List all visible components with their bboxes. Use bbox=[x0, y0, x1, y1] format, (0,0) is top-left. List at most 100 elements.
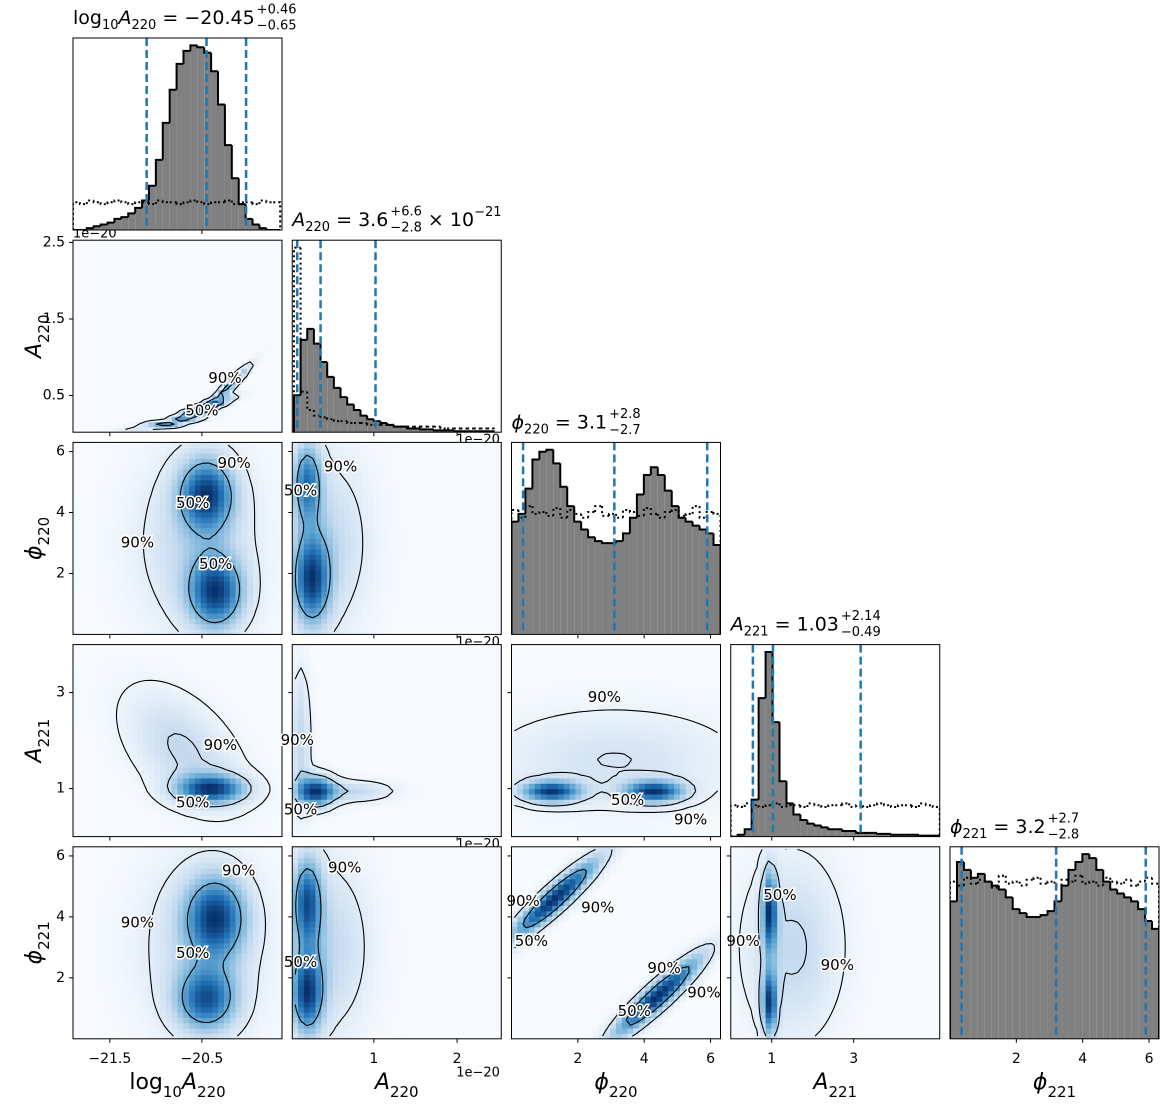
density-cell bbox=[148, 713, 155, 720]
density-cell bbox=[131, 490, 138, 497]
density-cell bbox=[218, 629, 225, 635]
density-cell bbox=[154, 479, 161, 486]
density-cell bbox=[258, 490, 266, 497]
density-cell bbox=[102, 618, 109, 625]
density-cell bbox=[189, 293, 196, 300]
density-cell bbox=[373, 511, 380, 518]
density-cell bbox=[270, 506, 277, 513]
hist-outline bbox=[778, 722, 787, 783]
density-cell bbox=[125, 618, 132, 625]
density-cell bbox=[247, 314, 254, 321]
density-cell bbox=[356, 618, 363, 625]
hist-bar bbox=[1012, 909, 1020, 1039]
density-cell bbox=[136, 554, 144, 561]
density-cell bbox=[160, 554, 167, 561]
density-cell bbox=[327, 538, 334, 545]
density-cell bbox=[419, 570, 427, 577]
density-cell bbox=[148, 554, 155, 561]
density-cell bbox=[258, 394, 266, 401]
density-cell bbox=[276, 277, 283, 284]
density-cell bbox=[84, 426, 91, 433]
hist-outline bbox=[352, 404, 361, 412]
density-cell bbox=[252, 565, 260, 571]
density-cell bbox=[189, 511, 196, 518]
density-cell bbox=[235, 527, 242, 534]
prior-step bbox=[910, 805, 919, 809]
density-cell bbox=[356, 602, 363, 609]
density-cell bbox=[350, 442, 357, 449]
density-cell bbox=[148, 825, 155, 832]
prior-step bbox=[210, 201, 219, 205]
density-cell bbox=[258, 527, 266, 534]
density-cell bbox=[478, 581, 485, 587]
density-cell bbox=[241, 298, 248, 305]
hist-bar bbox=[413, 428, 421, 433]
density-cell bbox=[154, 501, 161, 507]
density-cell bbox=[165, 591, 173, 598]
density-cell bbox=[385, 570, 392, 577]
hist-outline bbox=[92, 225, 101, 229]
density-cell bbox=[206, 527, 213, 534]
density-cell bbox=[200, 623, 208, 630]
density-cell bbox=[425, 559, 433, 566]
density-cell bbox=[160, 517, 167, 523]
density-cell bbox=[402, 479, 409, 486]
density-cell bbox=[113, 336, 120, 343]
density-cell bbox=[460, 597, 467, 603]
density-cell bbox=[189, 272, 196, 279]
density-cell bbox=[84, 272, 91, 279]
density-cell bbox=[90, 761, 97, 768]
density-cell bbox=[177, 309, 184, 316]
density-cell bbox=[270, 357, 277, 364]
prior-step bbox=[889, 805, 898, 809]
hist-outline bbox=[1074, 861, 1083, 870]
hist-outline bbox=[1011, 897, 1020, 911]
density-cell bbox=[189, 469, 196, 475]
density-cell bbox=[84, 325, 91, 332]
density-cell bbox=[78, 687, 86, 694]
density-cell bbox=[165, 373, 173, 380]
density-cell bbox=[344, 623, 351, 630]
density-cell bbox=[78, 708, 86, 715]
density-cell bbox=[177, 591, 184, 598]
density-cell bbox=[218, 543, 225, 550]
density-cell bbox=[454, 527, 462, 534]
density-cell bbox=[356, 623, 363, 630]
density-cell bbox=[96, 506, 103, 513]
density-cell bbox=[154, 629, 161, 635]
density-cell bbox=[419, 463, 427, 470]
density-cell bbox=[489, 543, 496, 550]
density-cell bbox=[235, 485, 242, 491]
density-cell bbox=[102, 304, 109, 311]
density-cell bbox=[218, 485, 225, 491]
density-cell bbox=[385, 581, 392, 587]
density-cell bbox=[73, 495, 80, 502]
density-cell bbox=[212, 362, 219, 369]
density-cell bbox=[107, 618, 115, 625]
density-cell bbox=[171, 368, 178, 375]
hist-outline bbox=[635, 493, 644, 518]
density-cell bbox=[431, 533, 438, 539]
density-cell bbox=[113, 777, 120, 784]
density-cell bbox=[131, 697, 138, 704]
density-cell bbox=[107, 724, 115, 731]
density-cell bbox=[119, 713, 126, 720]
density-cell bbox=[119, 697, 126, 704]
density-cell bbox=[125, 613, 132, 619]
density-cell bbox=[258, 325, 266, 332]
density-cell bbox=[229, 607, 237, 614]
density-cell bbox=[270, 266, 277, 273]
density-cell bbox=[183, 565, 190, 571]
density-cell bbox=[73, 751, 80, 758]
density-cell bbox=[431, 575, 438, 582]
density-cell bbox=[73, 597, 80, 603]
density-cell bbox=[183, 341, 190, 348]
density-cell bbox=[247, 613, 254, 619]
density-cell bbox=[472, 522, 479, 529]
hist-bar bbox=[1082, 854, 1090, 1039]
density-cell bbox=[489, 479, 496, 486]
density-cell bbox=[90, 474, 97, 481]
density-cell bbox=[367, 490, 375, 497]
density-cell bbox=[84, 453, 91, 459]
hist-outline bbox=[147, 184, 156, 201]
